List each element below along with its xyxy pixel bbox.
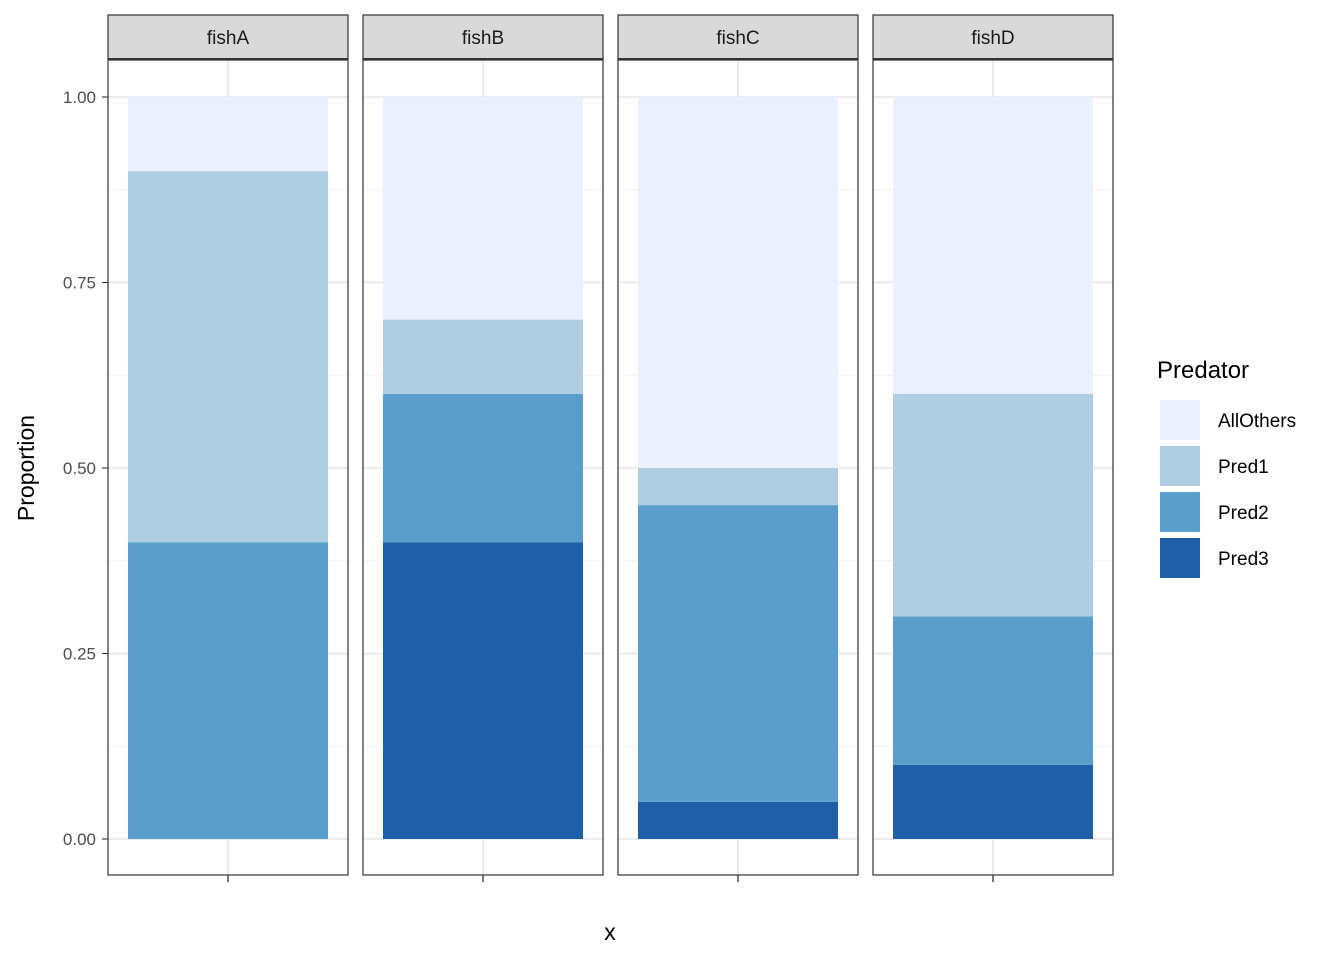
bar-fishD-Pred1 (893, 393, 1093, 617)
legend-key-AllOthers (1160, 400, 1200, 440)
legend-label-AllOthers: AllOthers (1218, 411, 1296, 432)
bar-fishC-Pred2 (638, 505, 838, 802)
bar-fishD-Pred3 (893, 764, 1093, 839)
y-tick-label: 0.75 (63, 274, 96, 293)
strip-label-fishB: fishB (462, 28, 504, 49)
legend-key-Pred1 (1160, 446, 1200, 486)
facet-panel-fishB: fishB (362, 14, 604, 882)
strip-background (362, 14, 604, 60)
legend-label-Pred3: Pred3 (1218, 549, 1269, 570)
legend-key-Pred2 (1160, 492, 1200, 532)
bar-fishB-AllOthers (383, 97, 583, 320)
legend-key-Pred3 (1160, 538, 1200, 578)
y-tick-label: 0.50 (63, 459, 96, 478)
y-axis-title: Proportion (13, 415, 39, 521)
strip-label-fishD: fishD (971, 28, 1014, 49)
bar-fishB-Pred3 (383, 542, 583, 839)
y-tick-label: 0.25 (63, 645, 96, 664)
facet-panels: fishA fishB fishC fishD (107, 14, 1114, 882)
x-axis-title: x (604, 919, 616, 945)
y-tick-label: 1.00 (63, 88, 96, 107)
bar-fishC-Pred1 (638, 468, 838, 506)
bar-fishD-AllOthers (893, 97, 1093, 394)
strip-label-fishA: fishA (207, 28, 250, 49)
facet-panel-fishD: fishD (872, 14, 1114, 882)
y-tick-label: 0.00 (63, 830, 96, 849)
strip-background (107, 14, 349, 60)
bar-fishB-Pred2 (383, 393, 583, 543)
bar-fishD-Pred2 (893, 616, 1093, 765)
bar-fishC-AllOthers (638, 97, 838, 468)
facet-panel-fishC: fishC (617, 14, 859, 882)
bar-fishA-Pred2 (128, 542, 328, 839)
legend: Predator AllOthers Pred1 Pred2 Pred3 (1157, 357, 1296, 578)
bar-fishC-Pred3 (638, 801, 838, 839)
facet-panel-fishA: fishA (107, 14, 349, 882)
bar-fishA-AllOthers (128, 97, 328, 172)
legend-label-Pred1: Pred1 (1218, 457, 1269, 478)
bar-fishB-Pred1 (383, 319, 583, 394)
y-axis: 0.00 0.25 0.50 0.75 1.00 (63, 88, 108, 849)
strip-background (872, 14, 1114, 60)
strip-label-fishC: fishC (716, 28, 759, 49)
legend-title: Predator (1157, 357, 1249, 384)
legend-label-Pred2: Pred2 (1218, 503, 1269, 524)
bar-fishA-Pred1 (128, 171, 328, 543)
